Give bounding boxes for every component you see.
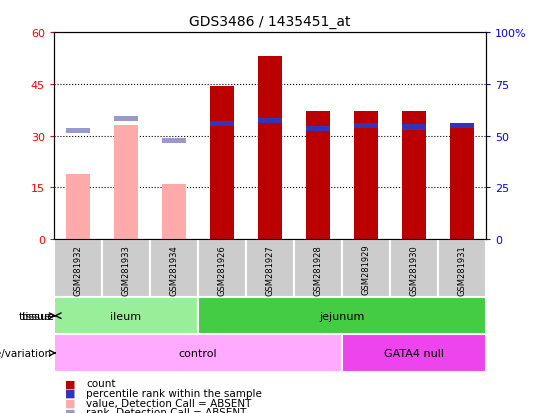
Text: ■: ■ — [65, 398, 75, 408]
Text: GSM281929: GSM281929 — [361, 244, 370, 294]
Bar — [198, 297, 486, 335]
Bar — [390, 240, 438, 297]
Text: percentile rank within the sample: percentile rank within the sample — [86, 388, 262, 398]
Bar — [66, 174, 90, 240]
Text: count: count — [86, 378, 116, 388]
Bar — [354, 112, 378, 240]
Text: ■: ■ — [65, 407, 75, 413]
Text: GSM281931: GSM281931 — [457, 244, 467, 295]
Title: GDS3486 / 1435451_at: GDS3486 / 1435451_at — [189, 15, 351, 29]
Text: GATA4 null: GATA4 null — [384, 348, 444, 358]
Bar — [210, 122, 234, 127]
Bar — [342, 240, 390, 297]
Bar — [54, 240, 102, 297]
Bar — [54, 335, 342, 372]
Text: tissue: tissue — [22, 311, 55, 321]
Text: ileum: ileum — [111, 311, 141, 321]
Bar — [354, 123, 378, 128]
Bar — [342, 335, 486, 372]
Bar — [402, 112, 426, 240]
Text: value, Detection Call = ABSENT: value, Detection Call = ABSENT — [86, 398, 252, 408]
Bar — [150, 240, 198, 297]
Text: genotype/variation: genotype/variation — [0, 348, 51, 358]
Text: rank, Detection Call = ABSENT: rank, Detection Call = ABSENT — [86, 407, 247, 413]
Text: GSM281933: GSM281933 — [122, 244, 131, 295]
Text: GSM281926: GSM281926 — [218, 244, 226, 295]
Text: GSM281928: GSM281928 — [314, 244, 322, 295]
Bar — [198, 240, 246, 297]
Bar — [306, 112, 330, 240]
Text: control: control — [179, 348, 217, 358]
Text: ■: ■ — [65, 378, 75, 388]
Text: GSM281932: GSM281932 — [73, 244, 83, 295]
Bar — [258, 57, 282, 240]
Bar — [162, 139, 186, 144]
Bar — [258, 118, 282, 123]
Bar — [402, 125, 426, 130]
Bar — [114, 116, 138, 122]
Text: ■: ■ — [65, 388, 75, 398]
Text: GSM281930: GSM281930 — [409, 244, 418, 295]
Bar — [438, 240, 486, 297]
Bar — [114, 126, 138, 240]
Bar — [450, 126, 474, 240]
Bar — [306, 127, 330, 132]
Text: GSM281934: GSM281934 — [170, 244, 179, 295]
Bar — [210, 86, 234, 240]
Bar — [54, 297, 198, 335]
Bar — [294, 240, 342, 297]
Bar — [246, 240, 294, 297]
Bar — [162, 185, 186, 240]
Bar — [102, 240, 150, 297]
Bar — [66, 128, 90, 134]
Bar — [450, 123, 474, 128]
Text: GSM281927: GSM281927 — [266, 244, 274, 295]
Text: jejunum: jejunum — [319, 311, 364, 321]
Text: tissue: tissue — [18, 311, 51, 321]
